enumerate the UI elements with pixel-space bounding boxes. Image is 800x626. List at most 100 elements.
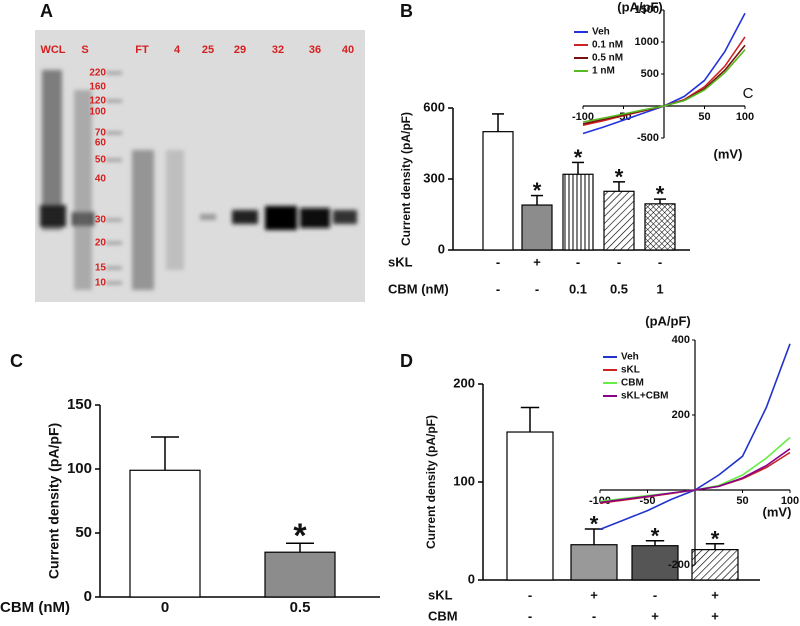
- y-tick-label: 1000: [635, 36, 659, 48]
- y-tick-label: 0: [438, 241, 445, 256]
- lane-label: 40: [342, 44, 354, 56]
- bar: [562, 173, 594, 251]
- y-tick-label: 300: [423, 170, 445, 185]
- marker-label: 120: [89, 96, 106, 107]
- y-tick-label: 100: [67, 460, 92, 477]
- row-label: CBM (nM): [388, 281, 449, 296]
- row-label: sKL: [428, 587, 453, 602]
- significance-mark: *: [590, 512, 599, 537]
- marker-label: 15: [95, 263, 107, 274]
- legend-label: 1 nM: [592, 66, 615, 77]
- significance-mark: *: [533, 178, 542, 203]
- marker-label: 50: [95, 155, 107, 166]
- legend-label: CBM: [621, 378, 644, 389]
- legend-label: 0.5 nM: [592, 53, 623, 64]
- row-label: CBM: [428, 608, 458, 623]
- marker-label: 20: [95, 238, 107, 249]
- bar: [631, 545, 679, 581]
- panel-label: A: [40, 1, 53, 21]
- x-axis-label: (mV): [763, 504, 792, 519]
- condition-label: -: [592, 608, 596, 623]
- annotation: C: [743, 85, 754, 102]
- marker-label: 100: [89, 107, 106, 118]
- y-tick-label: 1500: [635, 4, 659, 16]
- condition-label: 0.1: [569, 281, 587, 296]
- bar: [570, 544, 618, 581]
- lane-label: FT: [135, 44, 149, 56]
- y-tick-label: 0: [84, 588, 92, 605]
- y-axis-label: Current density (pA/pF): [46, 423, 62, 579]
- legend-label: Veh: [592, 27, 610, 38]
- y-tick-label: 200: [672, 409, 690, 421]
- marker-label: 160: [89, 82, 106, 93]
- bar: [264, 551, 336, 598]
- significance-mark: *: [711, 526, 720, 551]
- marker-label: 40: [95, 174, 107, 185]
- legend-label: sKL: [621, 365, 640, 376]
- panel-label: C: [10, 351, 23, 371]
- condition-label: 0.5: [610, 281, 628, 296]
- condition-label: -: [576, 254, 580, 269]
- condition-label: +: [651, 608, 659, 623]
- marker-label: 220: [89, 68, 106, 79]
- y-tick-label: 600: [423, 99, 445, 114]
- legend-label: Veh: [621, 352, 639, 363]
- condition-label: -: [528, 608, 532, 623]
- significance-mark: *: [615, 164, 624, 189]
- marker-label: 60: [95, 138, 107, 149]
- bar: [129, 469, 201, 598]
- bar: [521, 204, 553, 251]
- condition-label: -: [496, 254, 500, 269]
- condition-label: 0: [161, 599, 169, 616]
- marker-label: 30: [95, 215, 107, 226]
- bar: [506, 431, 554, 581]
- significance-mark: *: [651, 523, 660, 548]
- y-axis-label: (pA/pF): [617, 0, 662, 14]
- condition-label: -: [658, 254, 662, 269]
- series-line: [599, 448, 791, 504]
- row-label: CBM (nM): [0, 599, 70, 616]
- panel-label: B: [400, 1, 413, 21]
- bar: [691, 549, 739, 581]
- lane-label: 4: [174, 44, 181, 56]
- condition-label: +: [590, 587, 598, 602]
- x-tick-label: 100: [736, 111, 754, 123]
- y-tick-label: -500: [637, 132, 659, 144]
- significance-mark: *: [656, 182, 665, 207]
- significance-mark: *: [293, 517, 307, 555]
- lane-label: S: [81, 44, 88, 56]
- lane-label: WCL: [40, 44, 65, 56]
- y-tick-label: 500: [641, 68, 659, 80]
- bar: [644, 203, 676, 251]
- condition-label: -: [528, 587, 532, 602]
- bar: [482, 131, 514, 251]
- panel-label: D: [400, 351, 413, 371]
- significance-mark: *: [574, 145, 583, 170]
- y-tick-label: 50: [75, 524, 92, 541]
- x-tick-label: -100: [572, 111, 594, 123]
- x-tick-label: 50: [698, 111, 710, 123]
- condition-label: +: [711, 608, 719, 623]
- lane-label: 32: [272, 44, 284, 56]
- condition-label: -: [617, 254, 621, 269]
- y-tick-label: 200: [453, 375, 475, 390]
- marker-label: 10: [95, 278, 107, 289]
- lane-label: 36: [309, 44, 321, 56]
- marker-label: 70: [95, 128, 107, 139]
- y-axis-label: Current density (pA/pF): [424, 415, 438, 549]
- row-label: sKL: [388, 254, 413, 269]
- y-tick-label: 150: [67, 396, 92, 413]
- y-tick-label: 0: [468, 571, 475, 586]
- condition-label: 0.5: [290, 599, 311, 616]
- y-tick-label: 100: [453, 473, 475, 488]
- condition-label: 1: [656, 281, 663, 296]
- condition-label: -: [496, 281, 500, 296]
- x-axis-label: (mV): [714, 146, 743, 161]
- legend-label: sKL+CBM: [621, 391, 669, 402]
- condition-label: -: [535, 281, 539, 296]
- bar: [603, 190, 635, 251]
- y-axis-label: (pA/pF): [645, 313, 690, 328]
- x-tick-label: 50: [736, 495, 748, 507]
- x-tick-label: 100: [781, 495, 799, 507]
